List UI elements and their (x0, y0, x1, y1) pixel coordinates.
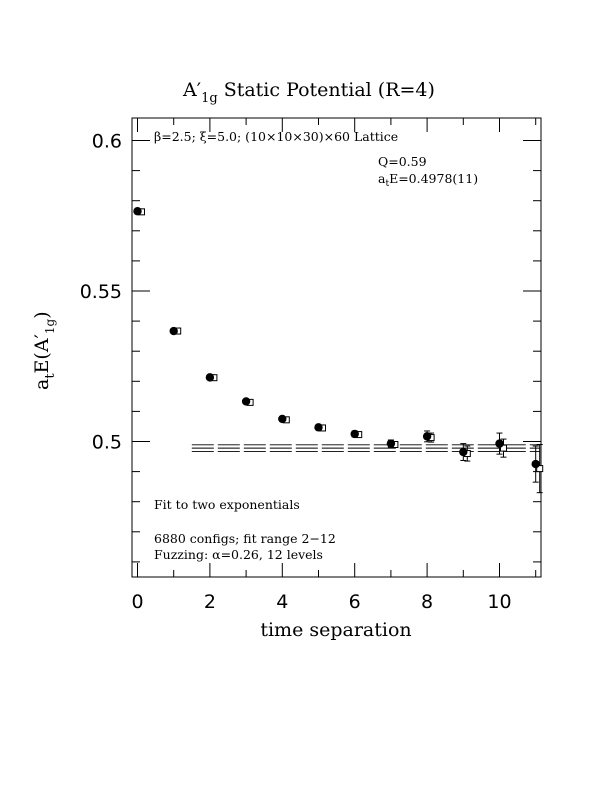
fit-lines (191, 444, 540, 452)
circle-marker (133, 207, 142, 216)
x-tick-label: 10 (487, 591, 511, 613)
circle-marker (205, 373, 215, 382)
energy-annotation: atE=0.4978(11) (378, 171, 478, 189)
circle-point (205, 373, 215, 382)
circle-point (241, 397, 251, 406)
circle-marker (278, 414, 287, 424)
x-axis-label: time separation (260, 619, 411, 641)
circle-marker (459, 447, 468, 457)
data-points (133, 207, 544, 494)
circle-point (169, 326, 178, 336)
square-marker (536, 465, 544, 473)
circle-marker (386, 439, 396, 448)
x-tick-label: 4 (276, 591, 288, 613)
square-point (536, 444, 544, 494)
circle-point (422, 430, 432, 443)
circle-point (350, 429, 359, 439)
fit-annotation: Fit to two exponentials (154, 497, 300, 512)
circle-point (459, 443, 468, 461)
x-tick-label: 6 (349, 591, 361, 613)
circle-marker (531, 459, 540, 469)
square-marker (500, 444, 507, 452)
y-axis-label: atE(A′1g) (31, 311, 58, 390)
circle-point (133, 207, 142, 216)
square-point (500, 438, 507, 458)
x-tick-label: 8 (421, 591, 433, 613)
y-tick-label: 0.55 (80, 281, 122, 303)
y-tick-label: 0.6 (92, 131, 122, 153)
plot-frame (131, 117, 542, 578)
circle-marker (169, 326, 178, 336)
circle-point (495, 432, 504, 455)
circle-marker (495, 439, 504, 448)
circle-point (278, 414, 287, 424)
y-tick-label: 0.5 (92, 432, 122, 454)
x-tick-label: 0 (131, 591, 143, 613)
circle-marker (241, 397, 251, 406)
circle-point (531, 445, 540, 483)
lattice-annotation: β=2.5; ξ=5.0; (10×10×30)×60 Lattice (154, 129, 398, 144)
chart-title: A′1g Static Potential (R=4) (182, 79, 435, 106)
axis-ticks: 0 2 4 6 8 10 0.5 0.55 0.6 (80, 118, 541, 613)
configs-annotation: 6880 configs; fit range 2−12 (154, 531, 336, 546)
x-tick-label: 2 (204, 591, 216, 613)
circle-marker (422, 432, 432, 441)
circle-point (314, 423, 323, 432)
circle-marker (314, 423, 323, 432)
circle-point (386, 439, 396, 448)
fuzzing-annotation: Fuzzing: α=0.26, 12 levels (154, 547, 323, 562)
circle-marker (350, 429, 359, 439)
q-annotation: Q=0.59 (378, 154, 427, 169)
